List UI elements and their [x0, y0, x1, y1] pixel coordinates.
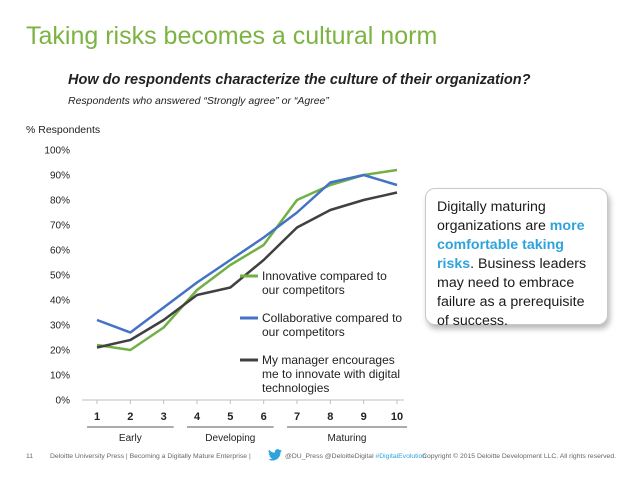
- legend-label: Collaborative compared to our competitors: [262, 311, 402, 339]
- insight-callout: Digitally maturing organizations are mor…: [425, 188, 608, 329]
- chart-question: How do respondents characterize the cult…: [68, 72, 531, 88]
- y-tick-label: 50%: [50, 271, 70, 282]
- group-label: Developing: [205, 433, 255, 444]
- x-tick-label: 10: [391, 411, 403, 423]
- y-tick-label: 70%: [50, 221, 70, 232]
- series-line: [96, 173, 398, 334]
- group-label: Maturing: [328, 433, 367, 444]
- slide-title: Taking risks becomes a cultural norm: [26, 22, 438, 50]
- footer-credit: Deloitte University Press | Becoming a D…: [50, 453, 251, 460]
- y-tick-label: 30%: [50, 321, 70, 332]
- legend-label: Innovative compared to our competitors: [262, 269, 387, 297]
- group-label: Early: [119, 433, 142, 444]
- y-tick-label: 0%: [56, 396, 71, 407]
- y-axis-label: % Respondents: [26, 124, 101, 136]
- twitter-handles: @DU_Press @DeloitteDigital: [285, 453, 376, 460]
- footer-hashtag: #DigitalEvolution: [375, 453, 427, 460]
- x-tick-label: 6: [261, 411, 267, 423]
- callout-highlight: more comfortable taking risks: [437, 218, 585, 272]
- series-line: [96, 191, 398, 349]
- x-tick-label: 5: [227, 411, 233, 423]
- x-tick-label: 7: [294, 411, 300, 423]
- y-tick-label: 90%: [50, 171, 70, 182]
- callout-text-start: Digitally maturing organizations are: [437, 199, 550, 234]
- x-tick-label: 2: [127, 411, 133, 423]
- page-number: 11: [26, 453, 34, 460]
- y-tick-label: 10%: [50, 371, 70, 382]
- footer-handle: @DU_Press @DeloitteDigital #DigitalEvolu…: [285, 453, 426, 460]
- x-tick-label: 1: [94, 411, 100, 423]
- y-tick-label: 100%: [44, 146, 70, 157]
- x-tick-label: 4: [194, 411, 201, 423]
- x-tick-label: 8: [327, 411, 333, 423]
- x-tick-label: 9: [361, 411, 367, 423]
- y-tick-label: 60%: [50, 246, 70, 257]
- legend-label: My manager encourages me to innovate with…: [262, 353, 400, 395]
- y-tick-label: 40%: [50, 296, 70, 307]
- copyright: Copyright © 2015 Deloitte Development LL…: [422, 453, 616, 460]
- chart-subquestion: Respondents who answered “Strongly agree…: [68, 95, 329, 107]
- callout-text-end: . Business leaders may need to embrace f…: [437, 256, 587, 329]
- twitter-bird-icon: [268, 449, 282, 461]
- y-tick-label: 80%: [50, 196, 70, 207]
- x-tick-label: 3: [161, 411, 167, 423]
- y-tick-label: 20%: [50, 346, 70, 357]
